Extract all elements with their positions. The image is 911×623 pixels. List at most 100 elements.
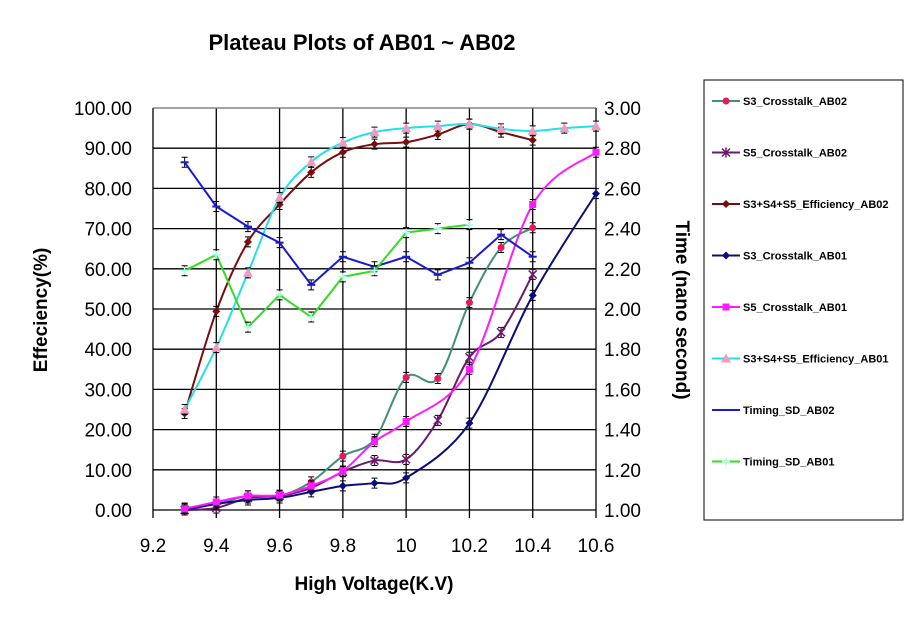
- data-point: [433, 415, 443, 426]
- data-point: [369, 455, 380, 466]
- data-point: [528, 136, 537, 145]
- data-point: [370, 479, 379, 488]
- series-s5-crosstalk-ab01: [181, 146, 600, 515]
- x-axis-label: High Voltage(K.V): [294, 574, 453, 595]
- y2-tick-label: 1.40: [604, 421, 641, 442]
- data-point: [497, 243, 505, 251]
- data-point: [592, 189, 600, 198]
- x-tick-label: 9.6: [266, 536, 292, 557]
- data-point: [464, 119, 475, 129]
- y-tick-label: 70.00: [84, 220, 132, 241]
- data-point: [179, 404, 190, 414]
- data-point: [370, 266, 379, 275]
- y-tick-label: 0.00: [95, 501, 132, 522]
- y-tick-label: 30.00: [84, 380, 132, 401]
- data-point: [465, 220, 474, 229]
- data-point: [180, 266, 189, 275]
- data-point: [721, 147, 731, 158]
- y-tick-label: 100.00: [74, 99, 132, 120]
- data-point: [496, 123, 507, 133]
- data-point: [243, 237, 252, 246]
- data-point: [338, 148, 347, 157]
- series-line: [183, 123, 597, 410]
- legend-label: Timing_SD_AB02: [743, 405, 835, 417]
- data-point: [528, 291, 537, 300]
- data-point: [401, 123, 412, 133]
- y2-tick-label: 1.00: [604, 501, 641, 522]
- y2-tick-label: 2.00: [604, 300, 641, 321]
- data-point: [274, 192, 285, 202]
- y-axis-label: Effeciency(%): [31, 248, 52, 373]
- x-tick-label: 9.8: [330, 536, 356, 557]
- data-point: [402, 373, 410, 381]
- data-point: [432, 121, 443, 131]
- x-tick-label: 10.6: [578, 536, 615, 557]
- data-point: [370, 140, 379, 149]
- data-point: [307, 482, 315, 490]
- data-point: [527, 125, 538, 135]
- series-line: [184, 273, 534, 511]
- series-line: [184, 223, 470, 329]
- data-point: [338, 272, 347, 281]
- data-point: [243, 323, 252, 332]
- data-point: [307, 168, 316, 177]
- data-point: [592, 148, 600, 156]
- data-point: [307, 313, 316, 322]
- data-point: [211, 342, 222, 352]
- y-tick-label: 80.00: [84, 179, 132, 200]
- data-point: [276, 491, 284, 499]
- data-point: [591, 121, 601, 131]
- data-point: [464, 352, 474, 363]
- x-tick-label: 10.2: [451, 536, 488, 557]
- data-point: [529, 200, 537, 208]
- data-point: [465, 299, 473, 307]
- y2-tick-label: 2.40: [604, 220, 641, 241]
- data-point: [433, 224, 442, 233]
- y2-tick-label: 1.20: [604, 461, 641, 482]
- y2-tick-label: 1.60: [604, 380, 641, 401]
- y2-tick-label: 3.00: [604, 99, 641, 120]
- data-point: [528, 269, 538, 280]
- data-point: [402, 138, 411, 147]
- data-point: [369, 127, 380, 137]
- y2-axis-label: Time (nano second): [671, 220, 692, 399]
- data-point: [722, 97, 730, 105]
- legend-label: S3_Crosstalk_AB02: [743, 96, 847, 108]
- data-point: [402, 473, 411, 482]
- legend-label: S3_Crosstalk_AB01: [743, 251, 847, 263]
- data-point: [306, 156, 317, 166]
- series-layer: [179, 118, 601, 516]
- data-point: [559, 123, 570, 133]
- data-point: [338, 481, 347, 490]
- legend: S3_Crosstalk_AB02 S5_Crosstalk_AB02 S3+S4+…: [712, 96, 889, 469]
- data-point: [529, 224, 537, 232]
- data-point: [212, 307, 221, 316]
- data-point: [401, 454, 411, 465]
- data-point: [465, 419, 474, 428]
- series-line: [183, 161, 534, 287]
- data-point: [722, 251, 730, 260]
- y-tick-label: 90.00: [84, 139, 132, 160]
- data-point: [722, 200, 730, 208]
- data-point: [212, 250, 221, 259]
- tick-labels: 0.00 10.00 20.00 30.00 40.00 50.00 60.00 70.00 8…: [74, 99, 641, 557]
- data-point: [371, 438, 378, 446]
- legend-box: [703, 79, 904, 521]
- x-tick-label: 9.2: [140, 536, 166, 557]
- data-point: [339, 467, 347, 475]
- data-point: [433, 130, 442, 139]
- y-tick-label: 50.00: [84, 300, 132, 321]
- legend-label: Timing_SD_AB01: [743, 457, 835, 469]
- y-tick-label: 40.00: [84, 340, 132, 361]
- data-point: [722, 303, 730, 311]
- data-point: [721, 353, 731, 363]
- y-tick-label: 20.00: [84, 421, 132, 442]
- data-point: [307, 487, 316, 496]
- y-tick-label: 10.00: [84, 461, 132, 482]
- data-point: [212, 498, 220, 506]
- data-point: [434, 375, 442, 383]
- series-s3-crosstalk-ab01: [180, 188, 600, 516]
- y2-tick-label: 2.60: [604, 179, 641, 200]
- series-timing-sd-ab01: [180, 219, 474, 333]
